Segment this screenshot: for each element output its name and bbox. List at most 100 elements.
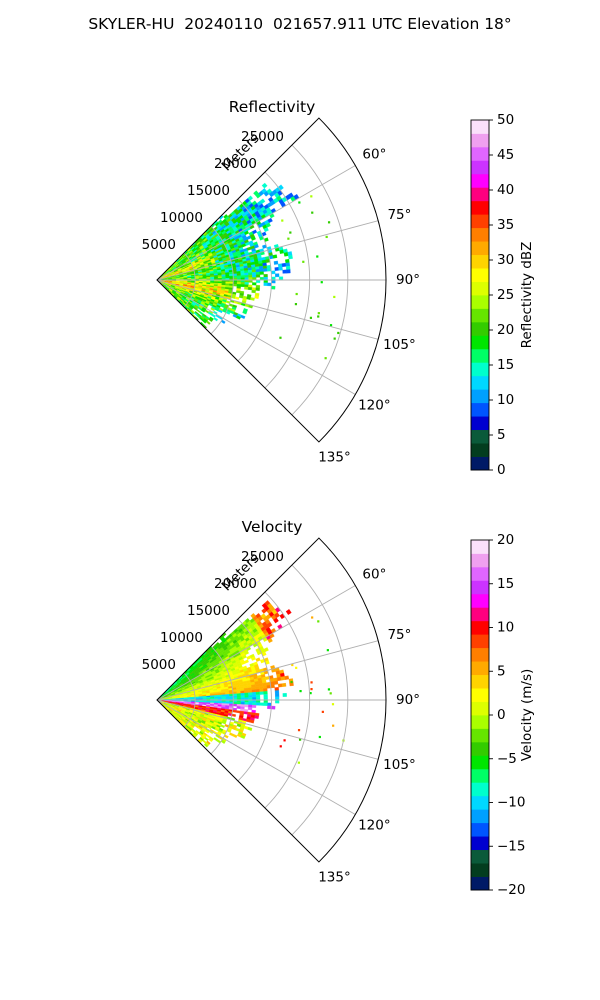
radar-cell [233, 695, 238, 699]
colorbar-tick-label: 35 [497, 217, 514, 233]
radar-cell [244, 270, 249, 274]
colorbar-swatch [471, 443, 489, 457]
radar-cell [259, 688, 264, 693]
radar-cell [285, 262, 291, 267]
radar-cell [252, 702, 257, 706]
range-tick-label: 10000 [160, 210, 203, 226]
radar-cell [233, 275, 238, 279]
radar-cell [234, 296, 240, 300]
radar-cell [240, 272, 245, 276]
radar-cell [317, 312, 320, 315]
radar-cell [259, 691, 264, 695]
azimuth-tick-label: 105° [383, 757, 416, 773]
radar-cell [247, 689, 253, 693]
radar-cell [273, 680, 279, 685]
radar-cell [275, 273, 280, 278]
colorbar-tick-label: 10 [497, 392, 514, 408]
radar-cell [324, 357, 327, 360]
radar-cell [279, 336, 282, 339]
azimuth-spoke [156, 279, 356, 395]
radar-cell [333, 295, 336, 299]
radar-cell [236, 693, 242, 696]
radar-cell [248, 692, 253, 696]
radar-cell [279, 745, 282, 748]
radar-cell [273, 617, 279, 624]
colorbar-swatch [471, 701, 489, 716]
radar-cell [281, 682, 287, 687]
radar-cell [236, 701, 242, 705]
radar-cell [217, 696, 223, 699]
radar-cell [266, 621, 273, 628]
radar-cell [271, 279, 276, 284]
colorbar-tick-label: 30 [497, 252, 514, 268]
colorbar-swatch [471, 553, 489, 568]
colorbar-swatch [471, 755, 489, 770]
azimuth-tick-label: 135° [318, 869, 351, 885]
colorbar-swatch [471, 715, 489, 729]
radar-cell [263, 282, 268, 286]
radar-cell [298, 201, 301, 204]
radar-cell [294, 303, 298, 306]
radar-cell [244, 690, 249, 694]
colorbar-swatch [471, 335, 489, 350]
radar-cell [210, 696, 215, 699]
colorbar-tick-label: −15 [497, 838, 526, 854]
radar-cell [309, 692, 312, 695]
colorbar-swatch [471, 146, 489, 161]
radar-cell [311, 616, 314, 619]
colorbar-swatch [471, 160, 489, 175]
radar-cell [251, 269, 257, 273]
radar-cell [291, 663, 294, 667]
radar-cell [255, 702, 261, 706]
radar-cell [310, 688, 313, 691]
figure-title: SKYLER-HU 20240110 021657.911 UTC Elevat… [88, 15, 512, 33]
colorbar-swatch [471, 768, 489, 783]
radar-cell [316, 255, 319, 258]
range-tick-label: 10000 [160, 630, 203, 646]
azimuth-tick-label: 105° [383, 337, 416, 353]
radar-cell [280, 676, 286, 681]
radar-cell [229, 695, 234, 699]
radar-cell [217, 276, 223, 279]
radar-cell [240, 692, 245, 696]
colorbar-swatch [471, 268, 489, 282]
radar-cell [236, 273, 242, 276]
radar-cell [204, 736, 209, 742]
radar-cell [297, 729, 301, 732]
colorbar-swatch [471, 295, 489, 309]
radar-cell [250, 297, 255, 301]
colorbar-swatch [471, 661, 489, 676]
radar-cell [297, 761, 300, 764]
colorbar-swatch [471, 362, 489, 377]
radar-cell [251, 704, 257, 708]
radar-cell [233, 701, 238, 705]
radar-cell [250, 236, 256, 241]
radar-cell [267, 637, 273, 644]
radar-cell [244, 275, 249, 278]
radar-cell [267, 702, 272, 707]
colorbar-swatch [471, 308, 489, 323]
radar-cell [247, 726, 253, 731]
radar-cell [298, 738, 302, 741]
radar-cell [213, 317, 219, 322]
colorbar-swatch [471, 429, 489, 444]
range-tick-label: 25000 [241, 129, 284, 145]
radar-cell [235, 315, 241, 320]
radar-cell [233, 281, 238, 285]
radar-cell [244, 286, 249, 290]
colorbar-tick-label: 15 [497, 576, 514, 592]
colorbar-swatch [471, 607, 489, 622]
radar-cell [251, 689, 257, 693]
radar-cell [244, 282, 249, 285]
radar-cell [232, 734, 238, 739]
radar-cell [263, 688, 268, 692]
panel-title: Velocity [242, 518, 303, 536]
radar-cell [299, 689, 302, 693]
radar-cell [221, 696, 226, 699]
colorbar-tick-label: −10 [497, 795, 526, 811]
radar-cell [286, 269, 291, 274]
radar-cell [244, 659, 249, 664]
colorbar-swatch [471, 741, 489, 756]
radar-cell [337, 331, 340, 335]
